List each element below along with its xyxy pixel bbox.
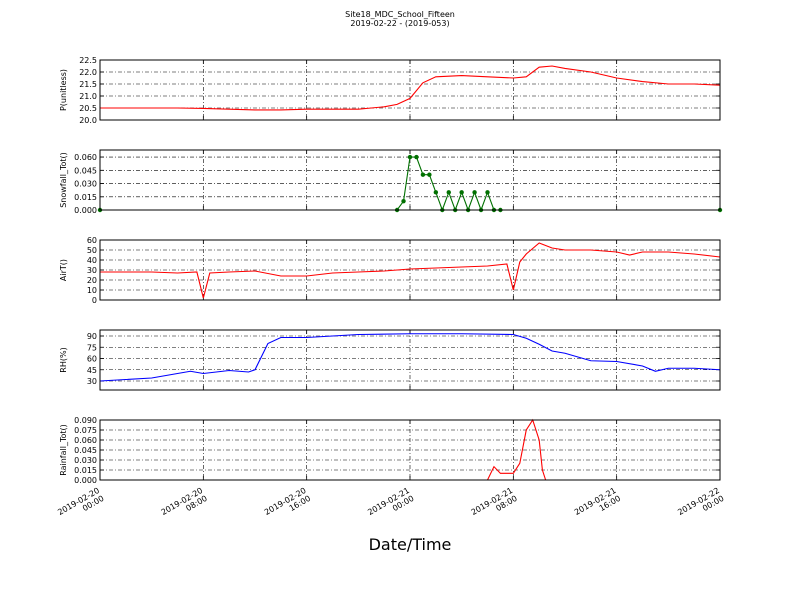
y-tick-label: 0.045: [74, 446, 97, 455]
data-point: [433, 190, 439, 195]
y-tick-label: 20.5: [79, 104, 97, 113]
y-axis-label: RH(%): [59, 347, 68, 372]
data-line: [100, 65, 721, 111]
y-tick-label: 0.015: [74, 466, 97, 475]
y-tick-label: 60: [87, 236, 97, 245]
plot-frame: [99, 149, 721, 211]
y-tick-label: 0.000: [74, 476, 97, 485]
y-tick-label: 90: [87, 332, 97, 341]
chart-subtitle: 2019-02-22 - (2019-053): [350, 19, 449, 28]
y-tick-label: 0.030: [74, 456, 97, 465]
y-tick-label: 0: [92, 296, 97, 305]
data-point: [401, 198, 406, 204]
data-point: [414, 154, 419, 160]
y-tick-label: 30: [87, 266, 97, 275]
y-tick-label: 30: [87, 377, 97, 386]
y-tick-label: 0.060: [74, 436, 97, 445]
data-point: [446, 190, 451, 195]
y-tick-label: 21.5: [79, 80, 97, 89]
plot-frame: [99, 419, 721, 481]
y-tick-label: 45: [87, 366, 97, 375]
data-point: [459, 190, 464, 195]
y-tick-label: 22.5: [79, 56, 97, 65]
y-tick-label: 0.000: [74, 206, 97, 215]
data-point: [472, 190, 477, 195]
plot-frame: [99, 239, 721, 301]
y-tick-label: 0.045: [74, 166, 97, 175]
y-tick-label: 75: [87, 343, 97, 352]
y-tick-label: 21.0: [79, 92, 97, 101]
y-axis-label: AirT(): [59, 259, 68, 281]
chart-title: Site18_MDC_School_Fifteen: [345, 10, 455, 19]
y-tick-label: 20: [87, 276, 97, 285]
data-point: [420, 172, 426, 177]
y-tick-label: 0.090: [74, 416, 97, 425]
y-tick-label: 22.0: [79, 68, 97, 77]
plot-frame: [99, 59, 721, 121]
y-axis-label: P(unitless): [59, 69, 68, 111]
data-point: [427, 172, 432, 177]
data-line: [99, 333, 721, 382]
y-axis-label: Snowfall_Tot(): [59, 152, 68, 208]
data-line: [100, 242, 721, 299]
data-point: [485, 190, 490, 195]
y-tick-label: 0.060: [74, 153, 97, 162]
y-tick-label: 0.015: [74, 193, 97, 202]
y-tick-label: 0.030: [74, 180, 97, 189]
x-axis-label: Date/Time: [369, 535, 452, 554]
y-axis-label: Rainfall_Tot(): [59, 424, 68, 476]
data-line: [100, 418, 720, 481]
y-tick-label: 20.0: [79, 116, 97, 125]
data-point: [407, 154, 413, 160]
plot-frame: [99, 329, 721, 391]
y-tick-label: 0.075: [74, 426, 97, 435]
y-tick-label: 40: [87, 256, 97, 265]
y-tick-label: 50: [87, 246, 97, 255]
y-tick-label: 10: [87, 286, 97, 295]
y-tick-label: 60: [87, 355, 97, 364]
